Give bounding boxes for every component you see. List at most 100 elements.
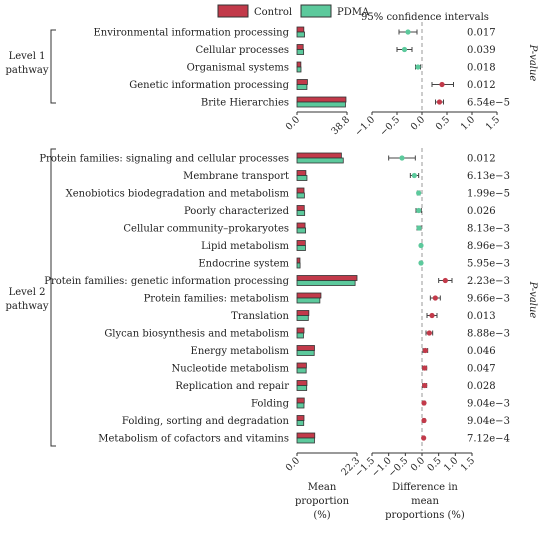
row-label: Brite Hierarchies bbox=[201, 98, 289, 109]
bar-pdma bbox=[296, 101, 346, 108]
diff-tick-label: 0.5 bbox=[425, 455, 443, 473]
mean-axis-title-line3: (%) bbox=[313, 510, 330, 521]
diff-point bbox=[421, 400, 427, 406]
bar-control bbox=[296, 187, 305, 194]
bar-control bbox=[296, 152, 342, 159]
bar-pdma bbox=[296, 350, 315, 356]
diff-axis-title: Difference in bbox=[392, 482, 458, 493]
p-value: 0.012 bbox=[467, 80, 496, 91]
bar-control bbox=[296, 292, 322, 299]
p-value: 0.017 bbox=[467, 28, 496, 39]
diff-tick-label: 1.5 bbox=[484, 114, 502, 132]
diff-tick-label: 0.0 bbox=[409, 455, 427, 473]
level-label-2: Level 2 bbox=[9, 287, 46, 298]
diff-tick-label: 0.0 bbox=[409, 114, 427, 132]
p-value: 9.04e−3 bbox=[467, 399, 510, 410]
legend-swatch-pdma bbox=[300, 4, 332, 18]
p-value: 8.13e−3 bbox=[467, 224, 510, 235]
bar-pdma bbox=[296, 66, 302, 73]
row-label: Metabolism of cofactors and vitamins bbox=[98, 434, 289, 445]
row-label: Glycan biosynthesis and metabolism bbox=[104, 329, 289, 340]
p-value: 7.12e−4 bbox=[467, 434, 510, 445]
p-value: 6.13e−3 bbox=[467, 171, 510, 182]
mean-axis-title: Mean bbox=[308, 482, 337, 493]
legend-label-control: Control bbox=[254, 7, 292, 18]
bar-pdma bbox=[296, 262, 301, 269]
diff-axis-title-line2: mean bbox=[411, 496, 439, 507]
diff-tick-label: 1.5 bbox=[459, 455, 477, 473]
bar-control bbox=[296, 257, 301, 264]
row-label: Protein families: signaling and cellular… bbox=[39, 154, 289, 165]
bar-control bbox=[296, 432, 316, 439]
diff-point bbox=[426, 330, 432, 336]
bar-control bbox=[296, 240, 306, 246]
diff-point bbox=[399, 155, 405, 161]
row-label: Xenobiotics biodegradation and metabolis… bbox=[66, 189, 290, 200]
bar-pdma bbox=[296, 367, 307, 374]
diff-point bbox=[422, 365, 428, 371]
bar-pdma bbox=[296, 245, 306, 251]
row-label: Endocrine system bbox=[198, 259, 289, 270]
legend-swatch-control bbox=[217, 4, 249, 18]
bar-control bbox=[296, 61, 302, 68]
mean-tick-label: 0.0 bbox=[284, 114, 302, 132]
diff-tick-label: −0.5 bbox=[386, 455, 410, 479]
mean-axis-title-line2: proportion bbox=[295, 496, 350, 507]
bar-control bbox=[296, 310, 310, 316]
diff-point bbox=[418, 242, 424, 249]
legend-label-pdma: PDMA bbox=[337, 7, 370, 18]
bar-control bbox=[296, 327, 305, 334]
bar-control bbox=[296, 415, 305, 421]
level-label-1-line2: pathway bbox=[6, 65, 49, 76]
diff-point bbox=[439, 81, 445, 88]
row-label: Lipid metabolism bbox=[201, 241, 289, 252]
p-value: 0.039 bbox=[467, 45, 496, 56]
bar-pdma bbox=[296, 175, 308, 181]
bar-control bbox=[296, 205, 305, 211]
row-label: Translation bbox=[231, 311, 289, 322]
p-value-title-1: P-value bbox=[527, 44, 538, 82]
bar-pdma bbox=[296, 49, 305, 55]
bar-control bbox=[296, 345, 315, 351]
row-label: Genetic information processing bbox=[129, 80, 289, 91]
bar-pdma bbox=[296, 437, 315, 444]
bar-pdma bbox=[296, 157, 344, 164]
bar-control bbox=[296, 26, 305, 33]
row-label: Replication and repair bbox=[175, 381, 289, 392]
level-label-1: Level 1 bbox=[9, 51, 46, 62]
bar-control bbox=[296, 79, 308, 85]
bar-pdma bbox=[296, 297, 321, 304]
diff-point bbox=[436, 99, 443, 105]
bar-control bbox=[296, 170, 307, 176]
p-value: 8.96e−3 bbox=[467, 241, 510, 252]
mean-tick-label: 38.8 bbox=[329, 114, 352, 137]
row-label: Cellular processes bbox=[195, 45, 289, 56]
row-label: Folding, sorting and degradation bbox=[122, 416, 290, 427]
p-value: 0.047 bbox=[467, 364, 496, 375]
diff-point bbox=[416, 207, 422, 214]
bar-pdma bbox=[296, 192, 305, 199]
p-value: 0.012 bbox=[467, 154, 496, 165]
bar-control bbox=[296, 96, 347, 103]
bar-pdma bbox=[296, 402, 305, 409]
bar-pdma bbox=[296, 332, 304, 339]
level-label-2-line2: pathway bbox=[6, 301, 49, 312]
bar-control bbox=[296, 397, 305, 404]
p-value-title-2: P-value bbox=[527, 281, 538, 319]
row-label: Poorly characterized bbox=[184, 206, 290, 217]
p-value: 0.026 bbox=[467, 206, 496, 217]
row-label: Membrane transport bbox=[183, 171, 289, 182]
diff-point bbox=[421, 435, 427, 441]
diff-tick-label: 1.0 bbox=[442, 455, 460, 473]
bar-pdma bbox=[296, 315, 309, 321]
level-bracket-2 bbox=[50, 148, 56, 447]
row-label: Cellular community–prokaryotes bbox=[123, 224, 289, 235]
diff-tick-label: 0.5 bbox=[434, 114, 452, 132]
p-value: 1.99e−5 bbox=[467, 189, 510, 200]
p-value: 0.028 bbox=[467, 381, 496, 392]
ci-title: 95% confidence intervals bbox=[361, 12, 489, 23]
bar-pdma bbox=[296, 227, 307, 234]
bar-control bbox=[296, 44, 304, 50]
bar-pdma bbox=[296, 31, 305, 38]
